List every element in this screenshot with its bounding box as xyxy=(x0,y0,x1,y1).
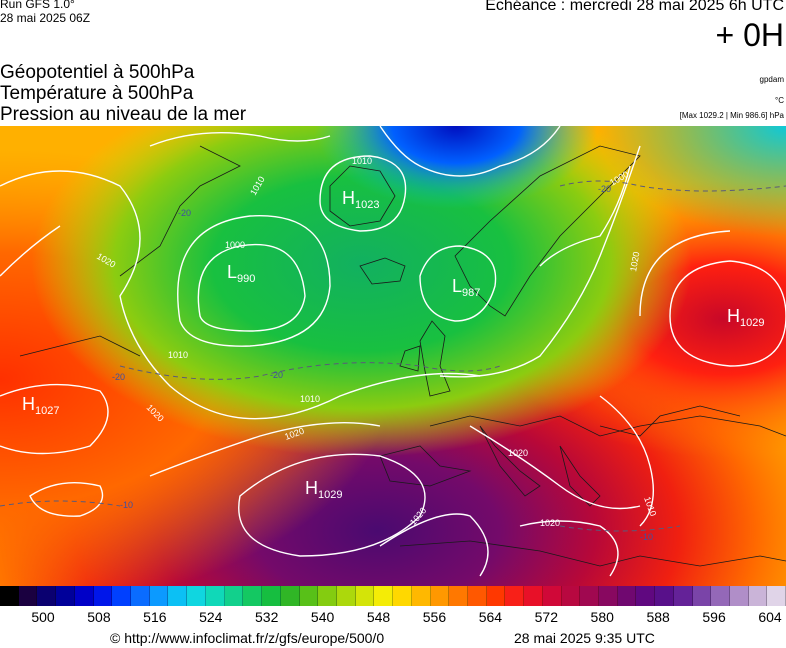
color-scale xyxy=(0,586,786,606)
color-scale-cell xyxy=(748,586,768,606)
color-scale-cell xyxy=(673,586,693,606)
color-scale-ticks: 500 508 516 524 532 540 548 556 564 572 580 588 596 6… xyxy=(0,609,786,627)
color-scale-cell xyxy=(243,586,263,606)
isobar-label: 1010 xyxy=(300,394,320,404)
pressure-center: H1023 xyxy=(342,188,379,211)
color-scale-tick: 564 xyxy=(478,609,503,625)
color-scale-cell xyxy=(561,586,581,606)
forecast-time: Echéance : mercredi 28 mai 2025 6h UTC xyxy=(485,0,784,14)
coastlines xyxy=(19,145,786,567)
parameter-geopotential: Géopotentiel à 500hPa xyxy=(0,62,195,83)
color-scale-tick: 540 xyxy=(310,609,335,625)
color-scale-cell xyxy=(617,586,637,606)
color-scale-cell xyxy=(505,586,525,606)
color-scale-tick: 556 xyxy=(422,609,447,625)
color-scale-cell xyxy=(224,586,244,606)
weather-map: H1023 L990 L987 H1029 H1027 H1029 1010 1… xyxy=(0,126,786,586)
color-scale-cell xyxy=(280,586,300,606)
color-scale-tick: 604 xyxy=(758,609,782,625)
unit-geopotential: gpdam xyxy=(759,75,784,84)
color-scale-cell xyxy=(299,586,319,606)
pressure-range: [Max 1029.2 | Min 986.6] hPa xyxy=(679,111,784,120)
color-scale-tick: 532 xyxy=(255,609,279,625)
northeast-shading xyxy=(0,126,786,586)
color-scale-cell xyxy=(449,586,468,606)
color-scale-cell xyxy=(187,586,206,606)
isobar-label: 1020 xyxy=(540,518,560,528)
color-scale-cell xyxy=(430,586,450,606)
isobar-label: 1000 xyxy=(225,240,245,250)
color-scale-tick: 572 xyxy=(534,609,558,625)
run-date: 28 mai 2025 06Z xyxy=(0,11,91,25)
pressure-center: L990 xyxy=(227,262,255,285)
isotherm-label: -10 xyxy=(640,532,653,542)
map-canvas: H1023 L990 L987 H1029 H1027 H1029 1010 1… xyxy=(0,126,786,586)
parameter-pressure: Pression au niveau de la mer xyxy=(0,104,247,125)
color-scale-tick: 516 xyxy=(143,609,167,625)
color-scale-cell xyxy=(580,586,599,606)
color-scale-tick: 548 xyxy=(366,609,391,625)
pressure-centers: H1023 L990 L987 H1029 H1027 H1029 xyxy=(22,188,764,501)
color-scale-tick: 500 xyxy=(31,609,55,625)
color-scale-cell xyxy=(56,586,75,606)
isotherms xyxy=(0,180,786,532)
isobar-label: 1020 xyxy=(628,251,641,272)
isotherm-label: -20 xyxy=(598,184,611,194)
color-scale-cell xyxy=(524,586,543,606)
color-scale-cell xyxy=(93,586,113,606)
forecast-offset: + 0H xyxy=(715,17,784,53)
isobar-label: 1010 xyxy=(168,350,188,360)
color-scale-cell xyxy=(131,586,150,606)
color-scale-tick: 596 xyxy=(702,609,726,625)
generation-timestamp: 28 mai 2025 9:35 UTC xyxy=(514,630,655,646)
color-scale-cell xyxy=(112,586,132,606)
color-scale-cell xyxy=(730,586,749,606)
color-scale-cell xyxy=(374,586,394,606)
color-scale-cell xyxy=(18,586,38,606)
pressure-center: H1027 xyxy=(22,394,59,417)
isotherm-label: -10 xyxy=(120,500,133,510)
isotherm-label: -20 xyxy=(270,370,283,380)
isobar-label: 1010 xyxy=(352,156,372,166)
color-scale-tick: 508 xyxy=(87,609,111,625)
color-scale-cell xyxy=(711,586,731,606)
color-scale-cell xyxy=(149,586,169,606)
color-scale-cell xyxy=(336,586,356,606)
color-scale-cell xyxy=(355,586,375,606)
color-scale-cell xyxy=(168,586,188,606)
parameter-temperature: Température à 500hPa xyxy=(0,83,194,104)
color-scale-cell xyxy=(205,586,225,606)
isobars xyxy=(0,126,786,577)
source-url[interactable]: © http://www.infoclimat.fr/z/gfs/europe/… xyxy=(110,630,385,646)
pressure-center: H1029 xyxy=(727,306,764,329)
color-scale-cell xyxy=(767,586,786,606)
isobar-label: 1020 xyxy=(508,448,528,458)
color-scale-cell xyxy=(0,586,19,606)
color-scale-tick: 588 xyxy=(646,609,670,625)
color-scale-tick: 524 xyxy=(199,609,223,625)
color-scale-cell xyxy=(393,586,412,606)
pressure-center: L987 xyxy=(452,276,480,299)
color-scale-cell xyxy=(318,586,337,606)
isotherm-label: -20 xyxy=(112,372,125,382)
color-scale-cell xyxy=(599,586,618,606)
color-scale-cell xyxy=(692,586,712,606)
color-scale-cell xyxy=(655,586,674,606)
unit-temperature: °C xyxy=(775,96,784,105)
color-scale-cell xyxy=(411,586,431,606)
isotherm-labels: -20 -20 -20 -10 -10 -20 xyxy=(112,184,653,542)
pressure-center: H1029 xyxy=(305,478,342,501)
color-scale-cell xyxy=(37,586,57,606)
color-scale-cell xyxy=(74,586,94,606)
isotherm-label: -20 xyxy=(178,208,191,218)
color-scale-cell xyxy=(486,586,506,606)
color-scale-cell xyxy=(467,586,487,606)
run-label: Run GFS 1.0° xyxy=(0,0,75,11)
color-scale-cell xyxy=(636,586,656,606)
color-scale-tick: 580 xyxy=(590,609,614,625)
color-scale-cell xyxy=(542,586,562,606)
color-scale-cell xyxy=(262,586,281,606)
